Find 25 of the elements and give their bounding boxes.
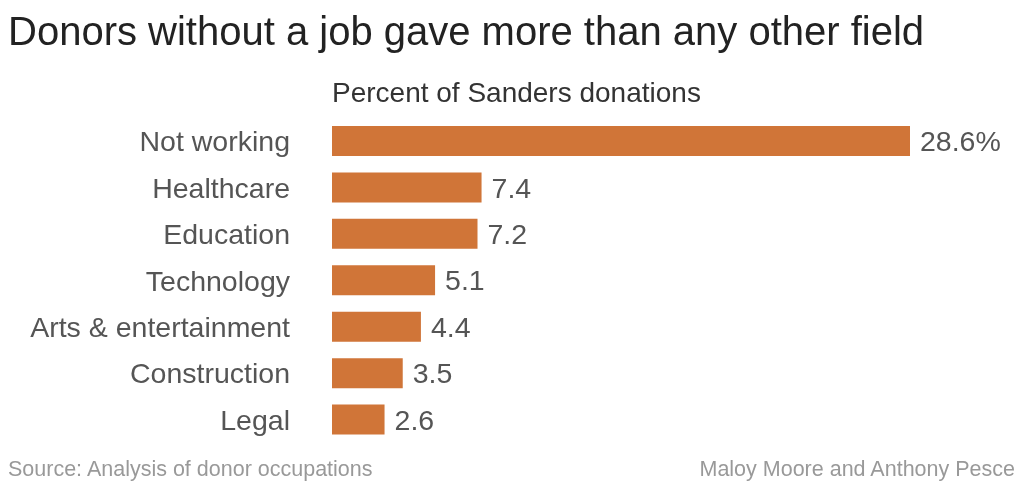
data-label: 5.1 (445, 264, 485, 297)
data-label: 28.6% (920, 125, 1001, 158)
bar (332, 218, 478, 249)
bar (332, 126, 910, 156)
data-label: 7.4 (491, 171, 532, 204)
y-tick-label: Legal (220, 403, 290, 436)
data-label: 2.6 (394, 403, 435, 436)
bar (332, 172, 482, 203)
data-label: 3.5 (412, 357, 453, 390)
chart-subtitle: Percent of Sanders donations (332, 76, 701, 110)
source-note: Source: Analysis of donor occupations (8, 456, 373, 482)
data-label: 7.2 (487, 217, 528, 250)
bar (332, 265, 436, 296)
y-tick-label: Healthcare (152, 171, 290, 204)
y-tick-label: Not working (139, 125, 290, 158)
y-tick-label: Education (163, 218, 290, 251)
text: Maloy Moore and Anthony Pesce (699, 456, 1015, 482)
chart-title: Donors without a job gave more than any other field (8, 8, 925, 54)
bar (332, 404, 385, 435)
data-label: 4.4 (430, 310, 471, 343)
y-tick-label: Arts & entertainment (30, 311, 291, 344)
y-tick-label: Technology (145, 264, 291, 297)
bar (332, 311, 421, 342)
y-tick-label: Construction (130, 357, 290, 390)
bar (332, 358, 403, 389)
